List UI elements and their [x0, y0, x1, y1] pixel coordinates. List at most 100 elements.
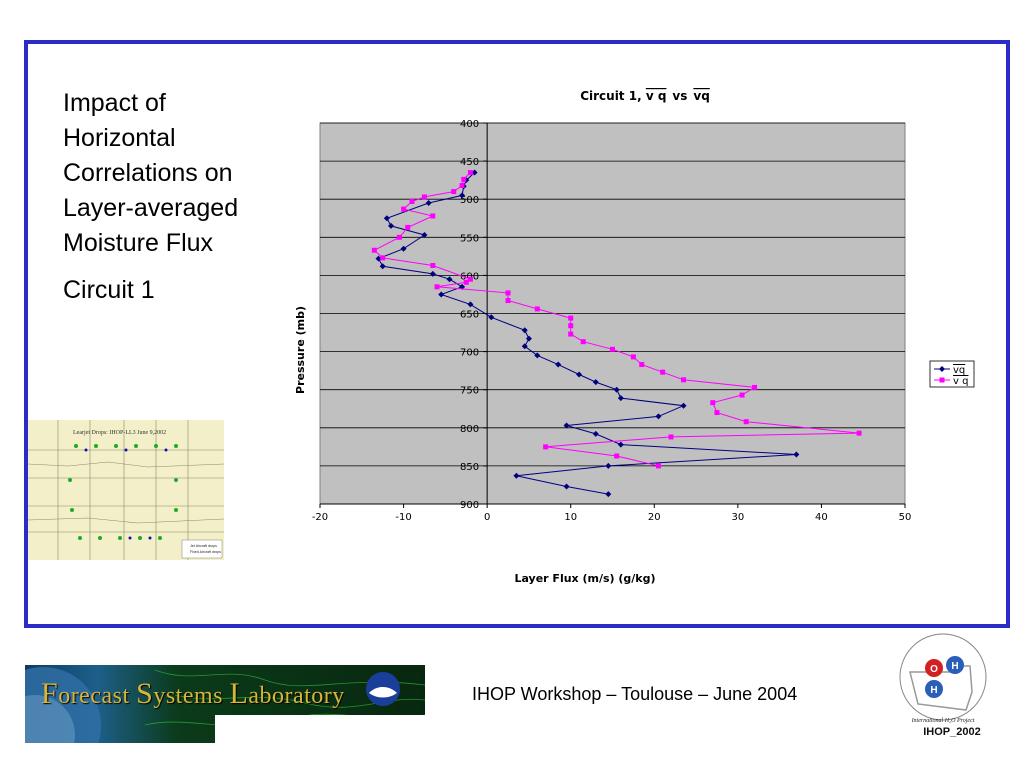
y-tick-label-650: 650 [460, 310, 479, 321]
data-point-1-36 [614, 453, 620, 459]
data-point-0-30 [617, 441, 624, 448]
y-axis-label: Pressure (mb) [294, 306, 307, 394]
x-tick-label-30: 30 [731, 512, 744, 523]
data-point-0-28 [563, 422, 570, 429]
data-point-0-8 [400, 245, 407, 252]
data-point-0-6 [388, 222, 395, 229]
data-point-0-33 [513, 472, 520, 479]
data-point-1-16 [505, 290, 511, 296]
fsl-word-1: orecast [58, 683, 137, 709]
data-point-1-24 [630, 354, 636, 360]
slide-subtitle: Circuit 1 [63, 276, 155, 304]
legend-marker-1 [939, 377, 945, 383]
data-point-0-3 [459, 192, 466, 199]
data-point-1-5 [409, 198, 415, 204]
data-point-1-23 [610, 346, 615, 352]
legend: vqv q [929, 360, 975, 388]
data-point-0-27 [655, 413, 662, 420]
data-point-1-34 [668, 434, 674, 440]
footer-workshop: IHOP Workshop – Toulouse – June 2004 [472, 684, 798, 704]
data-point-0-35 [605, 491, 612, 498]
fsl-word-2: ystems [153, 683, 230, 709]
y-tick-label-850: 850 [460, 462, 479, 473]
data-point-0-16 [488, 314, 495, 321]
data-point-1-7 [430, 213, 436, 219]
y-tick-label-400: 400 [460, 119, 479, 130]
data-point-0-22 [576, 371, 583, 378]
y-tick-label-700: 700 [460, 348, 479, 359]
legend-label-0: vq [953, 365, 965, 376]
data-point-0-4 [425, 200, 432, 207]
data-point-0-34 [563, 483, 570, 490]
data-point-0-21 [555, 361, 562, 368]
data-point-0-5 [383, 215, 390, 222]
chart-title-prefix: Circuit 1, [580, 89, 646, 103]
y-tick-label-800: 800 [460, 424, 479, 435]
map-thumbnail: Learjet Drops: IHOP-LL3 June 9,2002 Jet … [28, 420, 224, 560]
data-point-1-4 [421, 194, 427, 200]
map-legend-item: Fixed Aircraft drops [190, 550, 221, 554]
data-point-0-10 [379, 263, 386, 270]
y-tick-label-900: 900 [460, 500, 479, 511]
x-tick-label-50: 50 [899, 512, 912, 523]
x-tick-label-0: 0 [484, 512, 490, 523]
map-drawing: Learjet Drops: IHOP-LL3 June 9,2002 Jet … [28, 420, 224, 560]
data-point-1-10 [371, 247, 377, 253]
data-point-0-31 [793, 451, 800, 458]
data-point-1-32 [743, 419, 749, 425]
data-point-1-21 [568, 331, 574, 337]
logo-letter-h-2: H [930, 685, 937, 696]
data-point-0-11 [429, 270, 436, 277]
data-point-1-31 [714, 410, 720, 416]
data-point-1-6 [401, 206, 407, 212]
data-point-1-11 [380, 255, 386, 261]
data-point-1-17 [505, 298, 511, 304]
logo-name: IHOP_2002 [923, 726, 980, 738]
chart-title: Circuit 1, v q vs vq [580, 89, 710, 103]
data-point-0-18 [525, 335, 532, 342]
data-point-1-19 [568, 315, 574, 321]
fsl-letter-f: F [41, 677, 59, 710]
data-point-1-37 [655, 463, 661, 469]
data-point-1-1 [461, 176, 467, 182]
fsl-word-3: aboratory [248, 683, 345, 709]
data-point-1-30 [710, 400, 716, 406]
y-tick-label-450: 450 [460, 157, 479, 168]
data-point-1-26 [660, 369, 666, 375]
data-point-0-25 [617, 395, 624, 402]
data-point-0-19 [521, 343, 528, 350]
data-point-1-20 [568, 323, 574, 329]
data-point-1-2 [459, 182, 465, 188]
x-tick-label--10: -10 [395, 512, 411, 523]
data-point-1-8 [405, 224, 411, 230]
data-point-1-25 [639, 362, 645, 368]
logo-caption: International H₂O Project [911, 718, 975, 724]
y-tick-label-750: 750 [460, 386, 479, 397]
series-group [371, 169, 862, 498]
fsl-letter-s: S [136, 677, 154, 710]
data-point-1-3 [451, 189, 457, 195]
chart-title-vs: vs [672, 89, 687, 103]
banner-background [25, 667, 425, 743]
data-point-0-24 [613, 386, 620, 393]
data-point-1-12 [430, 262, 436, 268]
map-legend-item: Jet Aircraft drops [190, 544, 217, 548]
data-point-0-12 [446, 276, 453, 283]
fsl-banner: Forecast Systems Laboratory [25, 665, 425, 743]
data-point-0-0 [471, 169, 478, 176]
data-point-1-13 [467, 276, 473, 282]
chart-title-series-b: vq [693, 89, 709, 103]
data-point-0-32 [605, 462, 612, 469]
map-title: Learjet Drops: IHOP-LL3 June 9,2002 [73, 430, 166, 436]
ihop-logo: O H H International H₂O Project IHOP_200… [899, 633, 987, 738]
legend-label-1: v q [953, 376, 968, 387]
logo-letter-h: H [951, 661, 958, 672]
data-point-1-28 [752, 384, 758, 390]
logo-letter-o: O [930, 664, 938, 675]
data-point-0-14 [438, 291, 445, 298]
data-point-0-15 [467, 301, 474, 308]
data-point-0-7 [421, 232, 428, 239]
x-tick-label-40: 40 [815, 512, 828, 523]
data-point-0-26 [680, 402, 687, 409]
